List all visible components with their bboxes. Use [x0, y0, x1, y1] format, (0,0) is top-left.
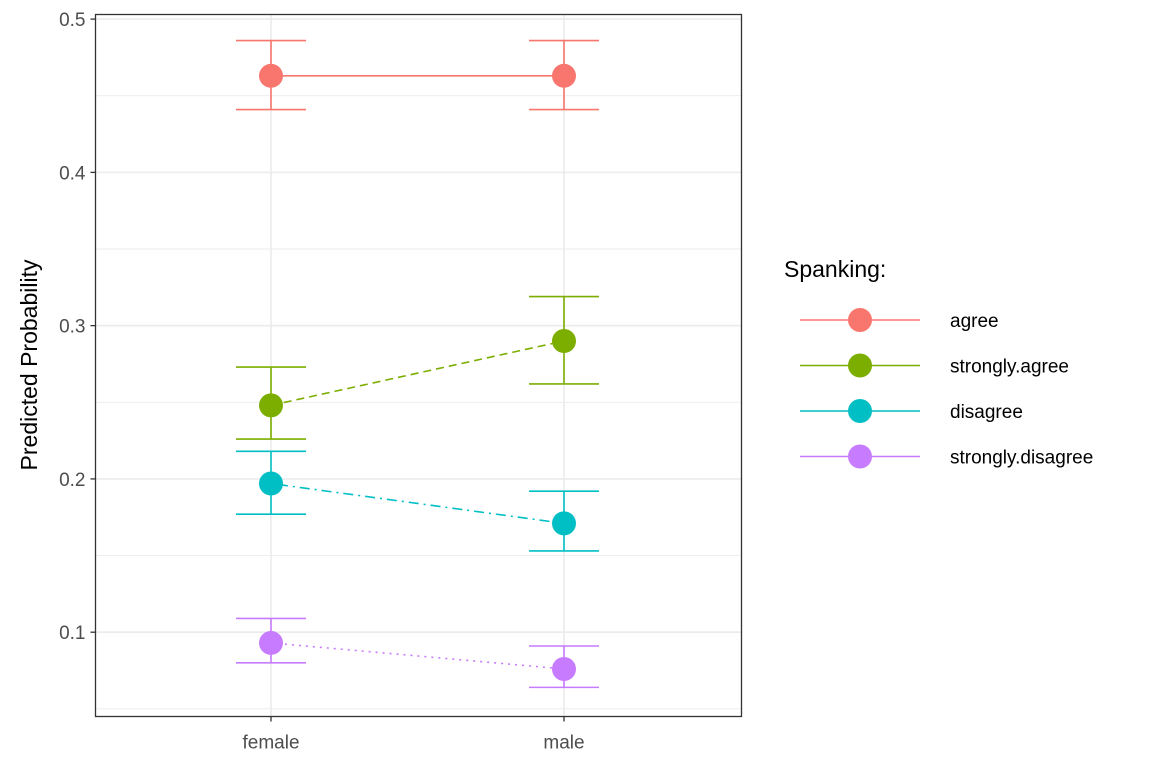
series-line [270, 482, 565, 525]
series-agree [236, 39, 599, 111]
data-point [552, 328, 576, 353]
legend-label: strongly.agree [950, 357, 1069, 378]
x-tick-label: male [543, 733, 584, 754]
data-point [259, 630, 283, 655]
series-strongly.agree [236, 295, 599, 440]
legend-item-strongly.agree: strongly.agree [800, 353, 1069, 378]
data-point [259, 393, 283, 418]
legend-title: Spanking: [784, 256, 886, 282]
legend-key-point [848, 399, 872, 423]
legend-item-strongly.disagree: strongly.disagree [800, 444, 1093, 469]
legend-label: strongly.disagree [950, 448, 1093, 469]
y-axis-title: Predicted Probability [16, 259, 42, 470]
series-layer [236, 39, 599, 689]
legend-label: agree [950, 311, 999, 332]
data-point [552, 511, 576, 536]
legend-item-agree: agree [800, 308, 999, 332]
series-disagree [236, 450, 599, 552]
x-axis: female male [242, 716, 585, 754]
legend-key-point [848, 353, 872, 378]
legend-key-point [848, 308, 872, 332]
y-tick-label: 0.1 [59, 623, 85, 644]
legend-label: disagree [950, 402, 1023, 423]
grid-lines [95, 14, 742, 717]
y-tick-label: 0.5 [59, 10, 85, 31]
legend-item-disagree: disagree [800, 399, 1023, 423]
legend: Spanking: agree strongly.agree disagree str… [784, 256, 1093, 469]
y-tick-label: 0.3 [59, 317, 85, 338]
series-line [270, 642, 565, 670]
x-tick-label: female [242, 733, 299, 754]
y-tick-label: 0.4 [59, 163, 86, 184]
data-point [552, 63, 576, 88]
data-point [552, 656, 576, 681]
y-tick-label: 0.2 [59, 470, 85, 491]
data-point [259, 63, 283, 88]
series-line [270, 340, 565, 407]
series-strongly.disagree [236, 617, 599, 689]
y-axis: 0.1 0.2 0.3 0.4 0.5 [59, 10, 96, 644]
panel-border [94, 13, 743, 718]
data-point [259, 471, 283, 496]
legend-key-point [848, 444, 872, 469]
